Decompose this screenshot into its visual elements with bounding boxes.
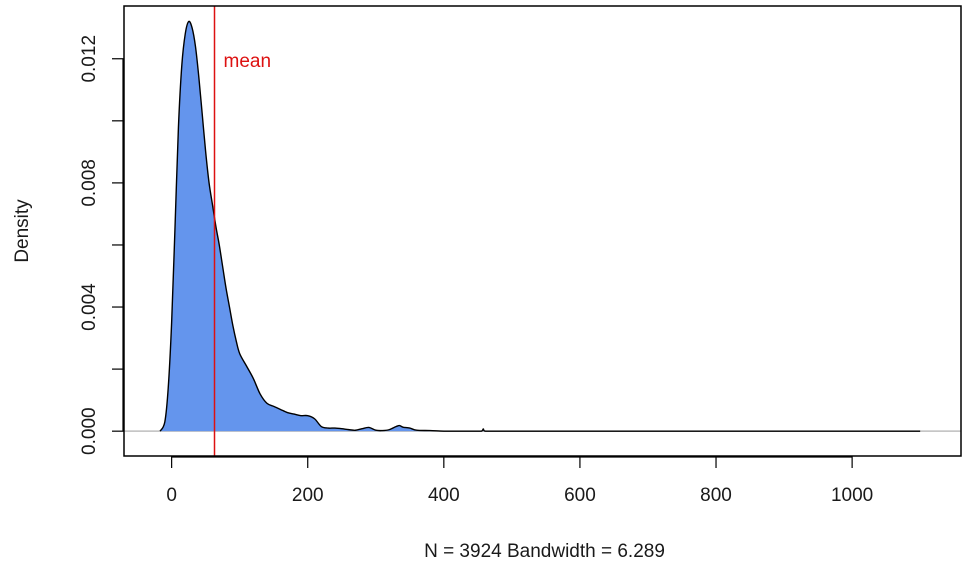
density-curve	[159, 20, 921, 432]
y-tick-label: 0.008	[79, 159, 100, 207]
mean-label: mean	[224, 51, 272, 72]
plot-frame	[123, 5, 962, 457]
x-tick-label: 800	[700, 485, 732, 506]
y-tick-label: 0.004	[79, 283, 100, 331]
x-axis: 0 200 400 600 800 1000	[166, 456, 873, 506]
y-axis-title: Density	[12, 199, 33, 263]
density-fill	[160, 21, 921, 432]
x-tick-label: 400	[428, 485, 460, 506]
y-tick-label: 0.012	[79, 35, 100, 83]
x-tick-label: 200	[292, 485, 324, 506]
x-axis-title: N = 3924 Bandwidth = 6.289	[424, 541, 665, 562]
x-tick-label: 1000	[831, 485, 873, 506]
y-axis: 0.000 0.004 0.008 0.012	[79, 35, 124, 455]
y-tick-label: 0.000	[79, 407, 100, 455]
x-tick-label: 600	[564, 485, 596, 506]
x-tick-label: 0	[166, 485, 177, 506]
data-layer	[124, 6, 961, 456]
